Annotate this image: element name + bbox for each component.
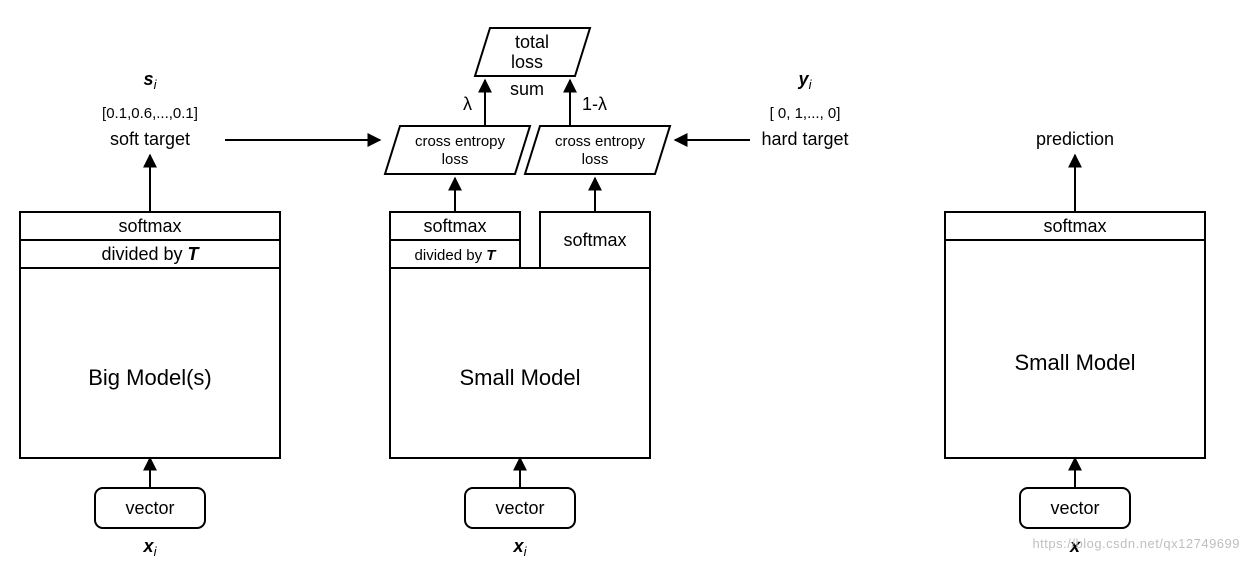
infer-model-text: Small Model	[1014, 350, 1135, 375]
hard-y-label: yi	[798, 69, 813, 92]
teacher-s-label: si	[144, 69, 158, 92]
ce-left-text2: loss	[442, 151, 469, 168]
hard-target-group: hard target [ 0, 1,..., 0] yi	[761, 69, 848, 149]
infer-softmax-text: softmax	[1043, 216, 1106, 236]
ce-right-text2: loss	[582, 151, 609, 168]
infer-prediction-text: prediction	[1036, 129, 1114, 149]
student-model-box	[390, 268, 650, 458]
lambda-left: λ	[463, 94, 472, 114]
total-loss-text2: loss	[511, 52, 543, 72]
lambda-right: 1-λ	[582, 94, 607, 114]
student-infer-column: x vector Small Model softmax prediction	[945, 129, 1205, 556]
teacher-x-label: xi	[143, 536, 158, 559]
teacher-soft-target-text: soft target	[110, 129, 190, 149]
teacher-divided-text: divided by T	[101, 244, 200, 264]
total-loss-text1: total	[515, 32, 549, 52]
hard-values: [ 0, 1,..., 0]	[770, 105, 841, 122]
student-x-label: xi	[513, 536, 528, 559]
teacher-vector-text: vector	[125, 498, 174, 518]
student-model-text: Small Model	[459, 365, 580, 390]
teacher-soft-values: [0.1,0.6,...,0.1]	[102, 105, 198, 122]
student-softmax-left-text: softmax	[423, 216, 486, 236]
student-divided-text: divided by T	[415, 247, 498, 264]
teacher-softmax-text: softmax	[118, 216, 181, 236]
student-softmax-right-text: softmax	[563, 230, 626, 250]
ce-left-text1: cross entropy	[415, 133, 506, 150]
teacher-model-text: Big Model(s)	[88, 365, 211, 390]
watermark-text: https://blog.csdn.net/qx12749699	[1032, 536, 1240, 551]
infer-vector-text: vector	[1050, 498, 1099, 518]
teacher-model-box	[20, 268, 280, 458]
infer-model-box	[945, 240, 1205, 458]
ce-right-text1: cross entropy	[555, 133, 646, 150]
hard-target-text: hard target	[761, 129, 848, 149]
student-train-column: xi vector Small Model divided by T softm…	[385, 28, 670, 559]
teacher-column: xi vector Big Model(s) divided by T soft…	[20, 69, 280, 559]
sum-text: sum	[510, 79, 544, 99]
student-vector-text: vector	[495, 498, 544, 518]
